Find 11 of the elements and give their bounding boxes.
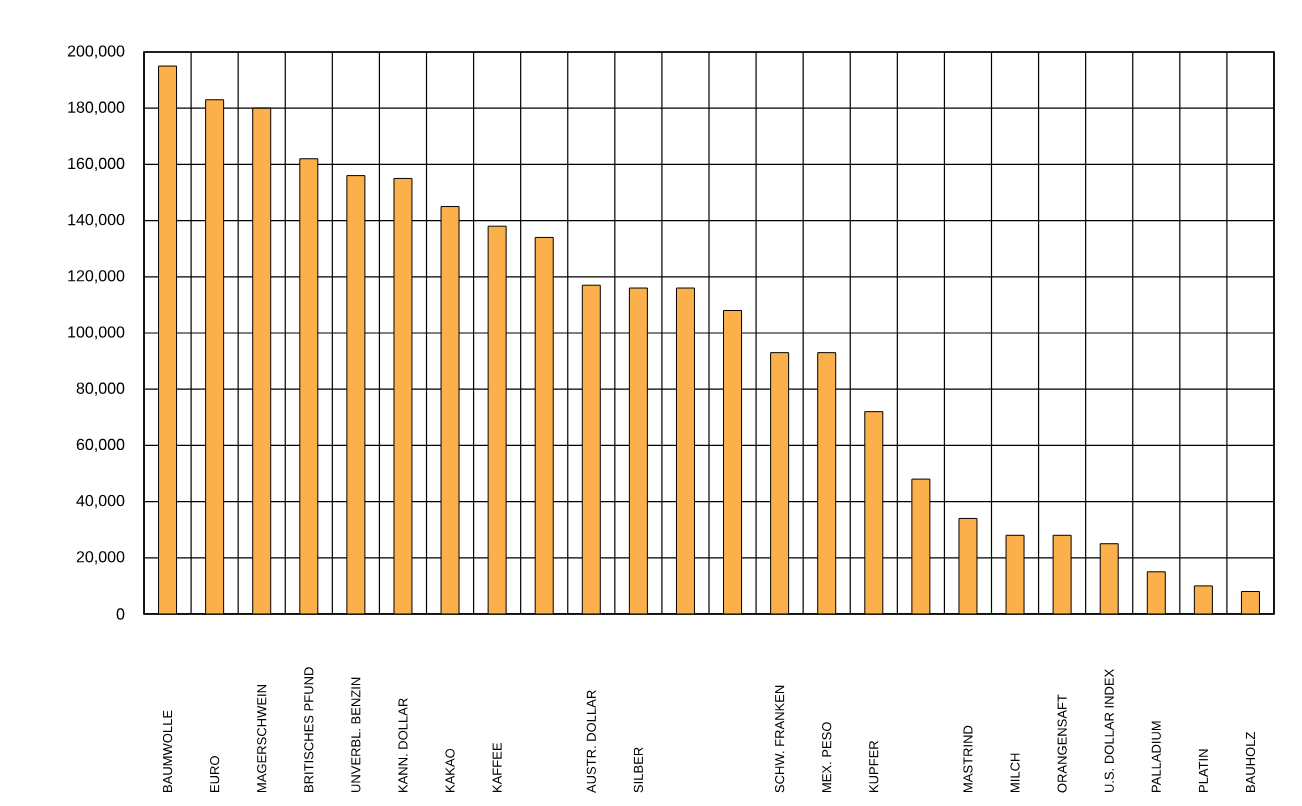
y-tick-label: 60,000	[76, 438, 125, 452]
y-tick-label: 180,000	[68, 101, 125, 115]
y-tick-label: 40,000	[76, 494, 125, 509]
y-tick-label: 160,000	[68, 157, 125, 171]
y-tick-label: 200,000	[67, 45, 125, 59]
y-tick-label: 80,000	[76, 382, 125, 396]
y-tick-label: 100,000	[68, 326, 125, 340]
y-tick-label: 0	[116, 608, 125, 620]
y-tick-label: 20,000	[76, 551, 125, 565]
y-tick-label: 140,000	[68, 213, 125, 228]
y-tick-label: 120,000	[68, 270, 125, 284]
